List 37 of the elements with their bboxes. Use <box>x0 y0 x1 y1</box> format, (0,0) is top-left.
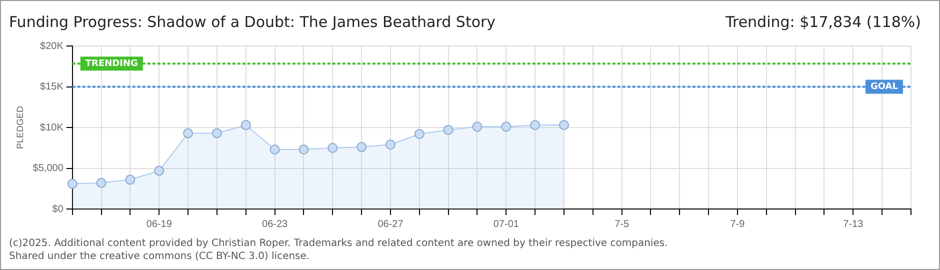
ref-line-label: TRENDING <box>85 58 138 69</box>
x-tick-label: 07-01 <box>493 218 520 230</box>
point <box>385 140 396 150</box>
y-tick-label: $15K <box>40 82 64 92</box>
point <box>328 142 338 153</box>
y-tick-label: $10K <box>40 122 64 134</box>
point <box>154 166 164 176</box>
point <box>240 120 251 130</box>
x-tick-label: 7-13 <box>843 218 864 230</box>
point <box>443 124 454 135</box>
x-tick-label: 06-23 <box>262 218 288 230</box>
y-tick-label: $20K <box>40 40 64 52</box>
point <box>414 129 424 140</box>
point <box>270 144 280 155</box>
point <box>298 144 309 155</box>
point <box>558 120 569 130</box>
chart-title: Funding Progress: Shadow of a Doubt: The James Beathard Story <box>9 13 496 31</box>
point <box>96 178 106 188</box>
point <box>125 174 136 185</box>
text: Shared under the creative commons (CC BY-NC 3.0) license. <box>9 251 310 262</box>
point <box>472 122 482 132</box>
x-tick-label: 06-19 <box>146 218 172 230</box>
x-tick-label: 06-27 <box>378 218 404 230</box>
y-axis-title: PLEDGED <box>14 105 25 150</box>
y-tick-label: $0 <box>52 204 64 215</box>
point <box>183 128 194 138</box>
point <box>212 128 222 138</box>
point <box>530 120 540 130</box>
ref-line-label: GOAL <box>870 82 898 92</box>
chart-subtitle: Trending: $17,834 (118%) <box>726 13 921 31</box>
x-tick-label: 7-9 <box>730 218 746 230</box>
point <box>67 178 78 189</box>
point <box>356 142 367 152</box>
text: (c)2025. Additional content provided by Christian Roper. Trademarks and related content are owned by their respective companies. <box>9 238 668 249</box>
x-tick-label: 7-5 <box>614 218 630 230</box>
y-tick-label: $5,000 <box>32 163 64 174</box>
point <box>501 122 512 132</box>
